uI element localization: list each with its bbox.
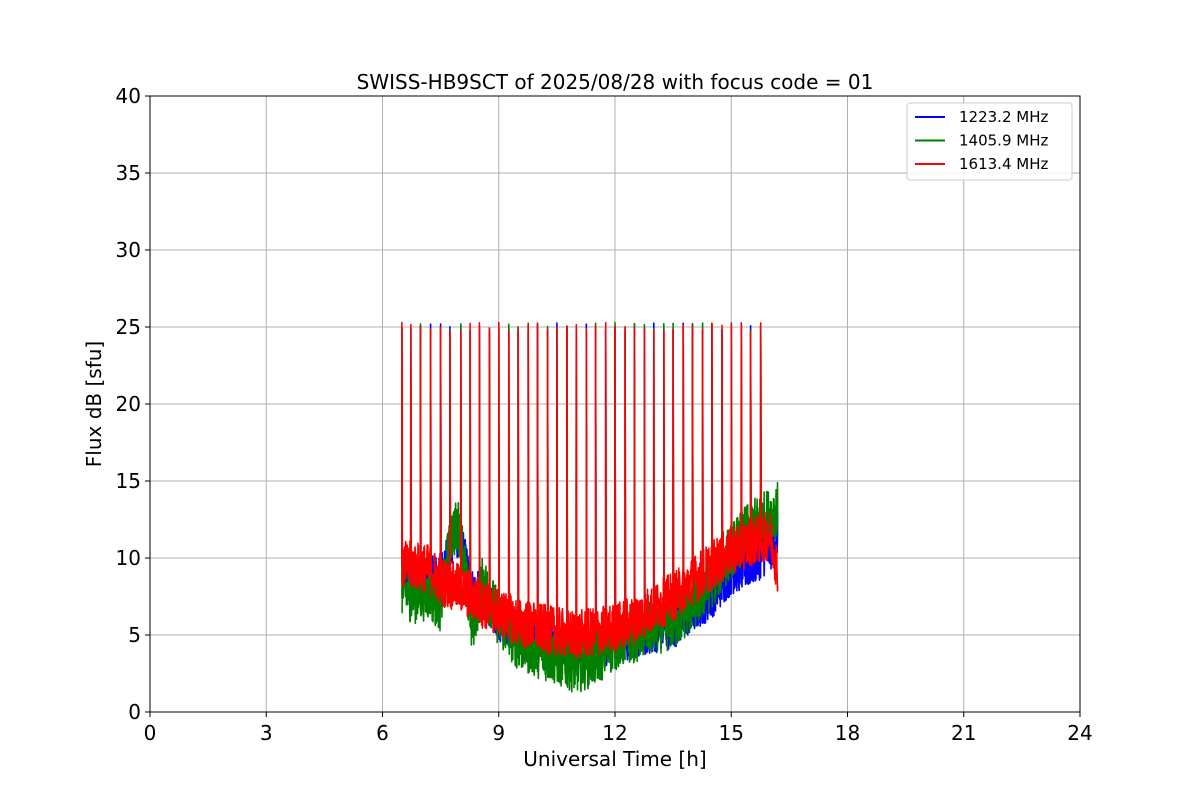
- y-tick-label: 40: [116, 84, 141, 108]
- y-tick-label: 0: [128, 700, 141, 724]
- y-tick-label: 35: [116, 161, 141, 185]
- y-tick-label: 15: [116, 469, 141, 493]
- x-tick-label: 12: [602, 721, 627, 745]
- x-tick-label: 21: [951, 721, 976, 745]
- legend-label-3: 1613.4 MHz: [959, 155, 1048, 173]
- y-tick-label: 30: [116, 238, 141, 262]
- x-axis-label: Universal Time [h]: [523, 747, 706, 771]
- legend-box: [906, 102, 1073, 181]
- series-line-3: [401, 321, 779, 659]
- y-axis-label: Flux dB [sfu]: [82, 341, 106, 467]
- y-axis-ticks: 0 5 10 15 20 25 30 35 40: [116, 84, 150, 724]
- x-tick-label: 6: [376, 721, 389, 745]
- plot-area: [401, 321, 779, 693]
- x-tick-label: 3: [260, 721, 273, 745]
- x-tick-label: 15: [719, 721, 744, 745]
- y-tick-label: 10: [116, 546, 141, 570]
- chart-title: SWISS-HB9SCT of 2025/08/28 with focus co…: [357, 70, 874, 94]
- x-tick-label: 24: [1067, 721, 1092, 745]
- y-tick-label: 5: [128, 623, 141, 647]
- x-tick-label: 18: [835, 721, 860, 745]
- x-tick-label: 9: [492, 721, 505, 745]
- y-tick-label: 25: [116, 315, 141, 339]
- x-axis-ticks: 0 3 6 9 12 15 18 21 24: [144, 712, 1093, 745]
- legend-label-2: 1405.9 MHz: [959, 132, 1048, 150]
- legend-label-1: 1223.2 MHz: [959, 108, 1048, 126]
- x-tick-label: 0: [144, 721, 157, 745]
- y-tick-label: 20: [116, 392, 141, 416]
- legend: 1223.2 MHz 1405.9 MHz 1613.4 MHz: [906, 102, 1073, 181]
